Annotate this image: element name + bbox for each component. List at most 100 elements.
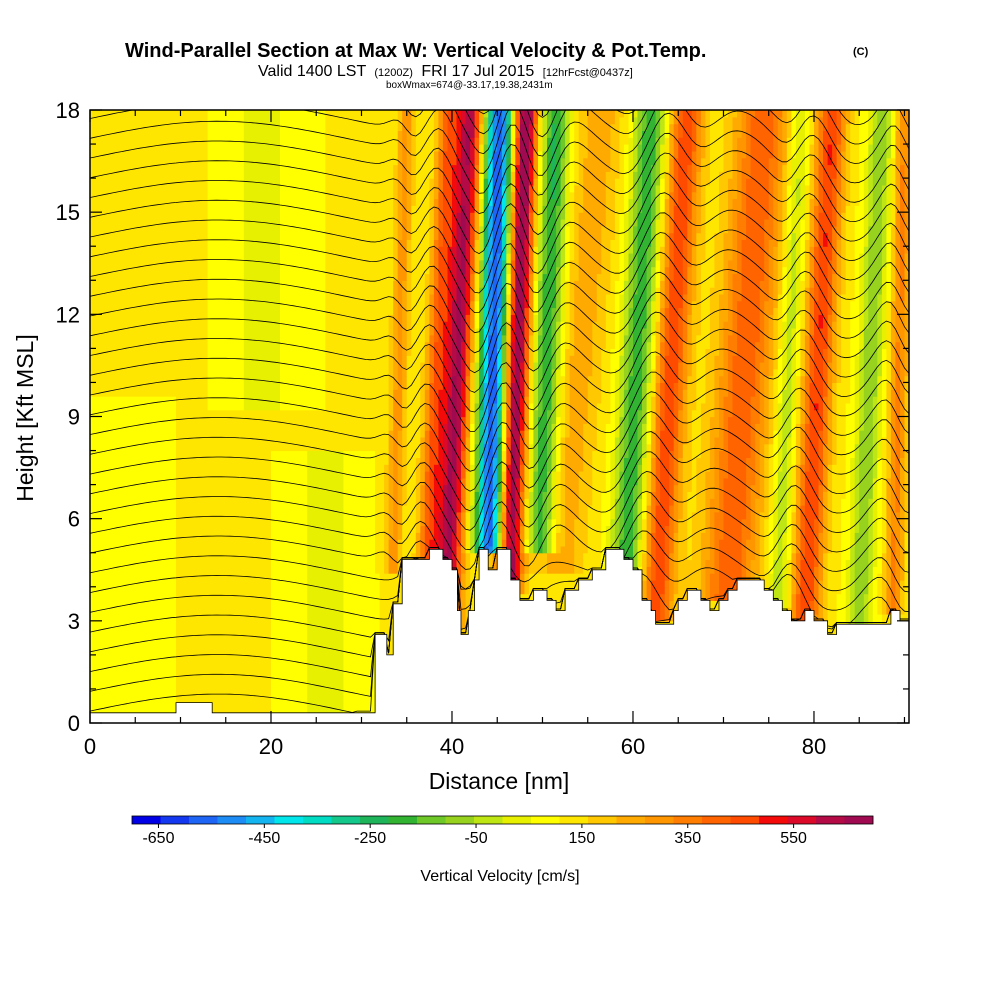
- velocity-cell: [728, 375, 734, 383]
- velocity-cell: [452, 321, 458, 329]
- velocity-cell: [565, 491, 580, 499]
- velocity-cell: [655, 464, 661, 472]
- velocity-cell: [424, 334, 430, 343]
- velocity-cell: [709, 539, 715, 547]
- velocity-cell: [420, 457, 426, 465]
- velocity-cell: [714, 457, 720, 465]
- velocity-cell: [655, 505, 670, 513]
- velocity-cell: [569, 328, 575, 336]
- velocity-cell: [452, 423, 458, 431]
- velocity-cell: [823, 532, 829, 540]
- velocity-cell: [850, 545, 856, 554]
- velocity-cell: [388, 382, 394, 390]
- velocity-cell: [809, 328, 815, 336]
- velocity-cell: [610, 259, 620, 268]
- velocity-cell: [759, 464, 765, 472]
- velocity-cell: [474, 382, 480, 390]
- velocity-cell: [741, 552, 747, 561]
- velocity-cell: [886, 409, 892, 418]
- velocity-cell: [90, 695, 177, 704]
- velocity-cell: [655, 396, 661, 404]
- velocity-cell: [651, 355, 657, 363]
- velocity-cell: [456, 382, 462, 390]
- velocity-cell: [791, 423, 797, 431]
- velocity-cell: [565, 525, 575, 533]
- velocity-cell: [402, 348, 408, 356]
- velocity-cell: [551, 457, 557, 465]
- velocity-cell: [800, 545, 806, 554]
- velocity-cell: [619, 484, 625, 492]
- velocity-cell: [863, 593, 869, 601]
- velocity-cell: [823, 416, 829, 424]
- velocity-cell: [601, 389, 611, 397]
- velocity-cell: [325, 382, 390, 390]
- velocity-cell: [872, 505, 878, 513]
- velocity-cell: [492, 450, 498, 458]
- velocity-cell: [501, 525, 507, 533]
- velocity-cell: [827, 266, 833, 275]
- velocity-cell: [895, 402, 901, 411]
- velocity-cell: [832, 457, 838, 465]
- velocity-cell: [637, 443, 643, 452]
- velocity-cell: [773, 586, 783, 595]
- velocity-cell: [642, 436, 648, 445]
- velocity-cell: [687, 307, 693, 315]
- velocity-cell: [859, 430, 874, 438]
- velocity-cell: [673, 518, 679, 527]
- velocity-cell: [406, 464, 417, 472]
- velocity-cell: [542, 545, 548, 554]
- velocity-cell: [533, 314, 539, 322]
- velocity-cell: [429, 396, 435, 404]
- velocity-cell: [243, 396, 281, 404]
- velocity-cell: [900, 436, 906, 445]
- velocity-cell: [900, 341, 906, 349]
- velocity-cell: [646, 539, 652, 547]
- velocity-cell: [872, 511, 878, 520]
- velocity-cell: [850, 518, 856, 527]
- velocity-cell: [474, 539, 480, 547]
- velocity-cell: [474, 389, 480, 397]
- velocity-cell: [628, 293, 634, 302]
- velocity-cell: [863, 402, 874, 411]
- velocity-cell: [474, 334, 480, 343]
- velocity-cell: [746, 505, 752, 513]
- velocity-cell: [868, 321, 878, 329]
- velocity-cell: [845, 443, 856, 452]
- velocity-cell: [528, 321, 534, 329]
- velocity-cell: [900, 253, 906, 261]
- velocity-cell: [433, 402, 439, 411]
- velocity-cell: [524, 375, 530, 383]
- velocity-cell: [818, 532, 824, 540]
- velocity-cell: [510, 341, 516, 349]
- velocity-cell: [424, 321, 430, 329]
- velocity-cell: [343, 641, 381, 649]
- velocity-cell: [791, 436, 797, 445]
- velocity-cell: [651, 266, 657, 275]
- velocity-cell: [452, 328, 458, 336]
- velocity-cell: [764, 307, 774, 315]
- velocity-cell: [795, 287, 801, 295]
- velocity-cell: [623, 389, 629, 397]
- velocity-cell: [782, 545, 788, 554]
- velocity-cell: [207, 307, 245, 315]
- velocity-cell: [556, 253, 562, 261]
- velocity-cell: [642, 334, 648, 343]
- velocity-cell: [528, 362, 534, 370]
- velocity-cell: [497, 300, 503, 309]
- velocity-cell: [506, 396, 512, 404]
- velocity-cell: [424, 457, 430, 465]
- velocity-cell: [402, 471, 408, 479]
- velocity-cell: [492, 491, 498, 499]
- velocity-cell: [628, 416, 639, 424]
- velocity-cell: [456, 457, 462, 465]
- velocity-cell: [832, 464, 847, 472]
- velocity-cell: [719, 491, 725, 499]
- velocity-cell: [863, 253, 869, 261]
- velocity-cell: [881, 573, 887, 581]
- velocity-cell: [637, 511, 643, 520]
- velocity-cell: [452, 545, 458, 554]
- velocity-cell: [461, 457, 467, 465]
- velocity-cell: [519, 566, 525, 574]
- velocity-cell: [655, 328, 661, 336]
- velocity-cell: [560, 402, 566, 411]
